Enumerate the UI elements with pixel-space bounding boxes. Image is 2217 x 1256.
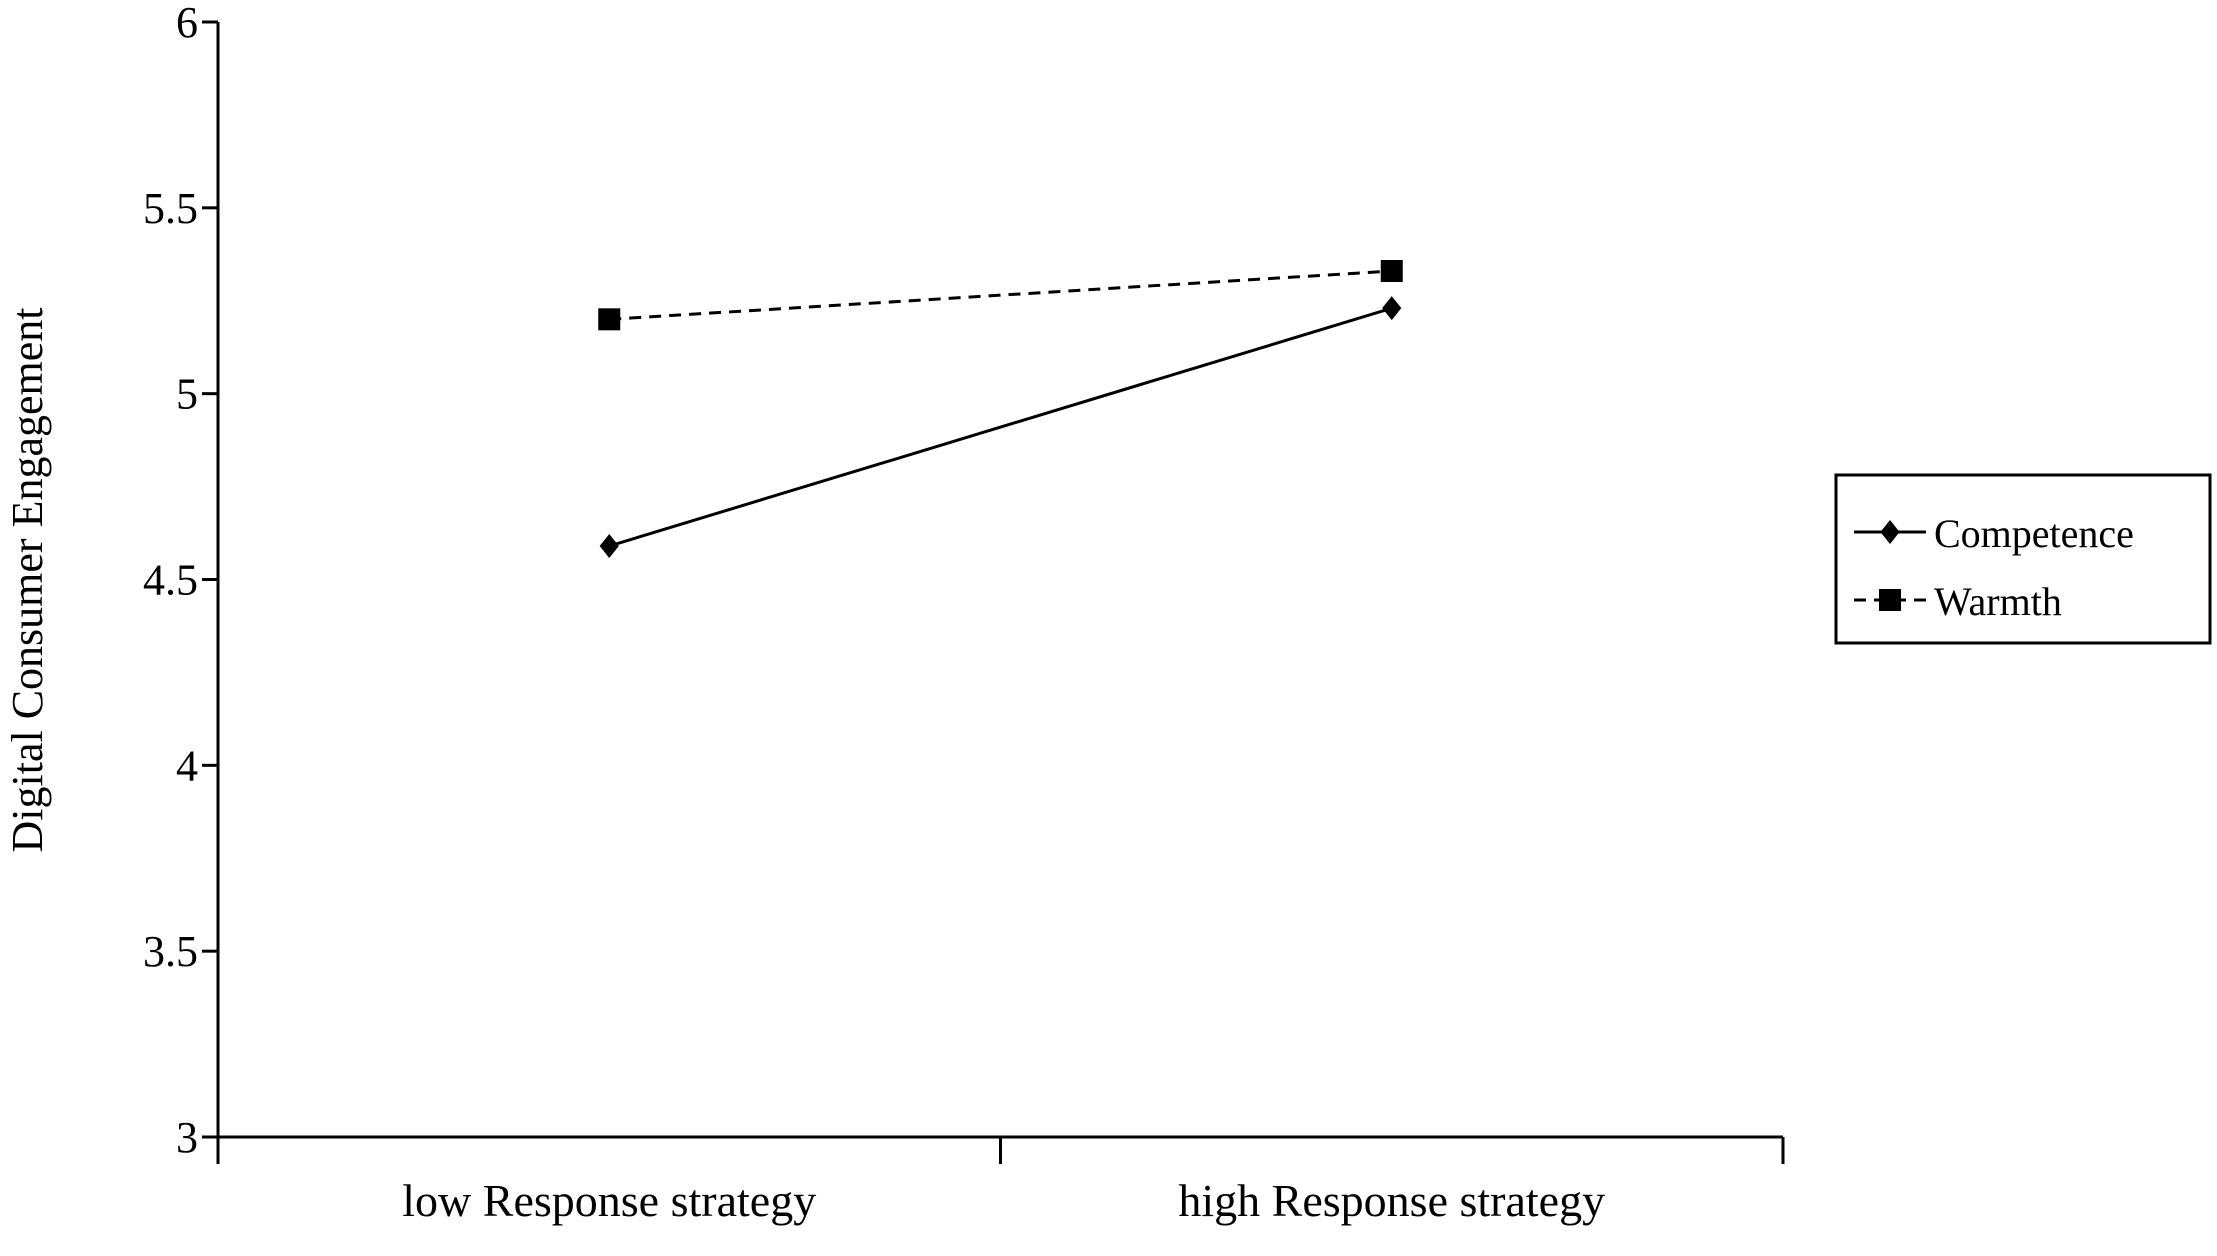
data-point-warmth	[1380, 260, 1403, 283]
y-tick-label: 5	[176, 370, 198, 419]
series-competence	[599, 296, 1402, 559]
x-tick-label: high Response strategy	[1178, 1175, 1605, 1226]
data-point-competence	[599, 534, 619, 559]
legend-swatch-marker	[1880, 520, 1900, 544]
series-line-warmth	[609, 269, 1392, 321]
legend-item-warmth: Warmth	[1854, 579, 2062, 624]
legend-label: Competence	[1934, 511, 2134, 556]
y-tick-label: 6	[176, 0, 198, 47]
y-axis-title: Digital Consumer Engagement	[3, 308, 52, 853]
y-tick-label: 3.5	[143, 927, 198, 976]
legend-item-competence: Competence	[1854, 511, 2134, 556]
y-tick-label: 4.5	[143, 556, 198, 605]
legend: Competence Warmth	[1834, 473, 2212, 645]
x-axis-ticks: low Response strategy high Response strat…	[216, 1137, 1785, 1226]
legend-label: Warmth	[1934, 579, 2062, 624]
series-layer	[598, 260, 1403, 559]
y-tick-label: 5.5	[143, 184, 198, 233]
series-line-competence	[608, 306, 1393, 548]
data-point-competence	[1382, 296, 1402, 321]
y-tick-label: 3	[176, 1113, 198, 1162]
data-point-warmth	[598, 308, 621, 331]
legend-swatch-marker	[1879, 589, 1901, 611]
x-tick-label: low Response strategy	[402, 1175, 816, 1226]
y-tick-label: 4	[176, 741, 198, 790]
series-warmth	[598, 260, 1403, 331]
legend-box	[1834, 473, 2212, 645]
y-axis-ticks: 3 3.5 4 4.5 5 5.5 6	[143, 0, 218, 1162]
